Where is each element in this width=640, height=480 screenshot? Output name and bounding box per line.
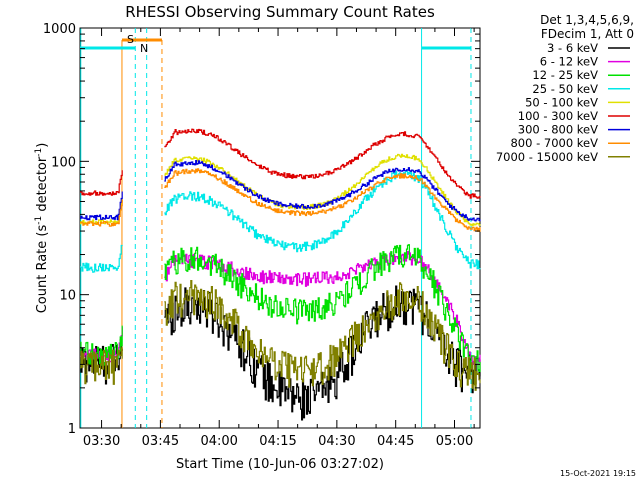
legend-header-2: FDecim 1, Att 0 (541, 27, 634, 41)
y-tick-label: 1000 (43, 22, 76, 37)
legend-label: 7000 - 15000 keV (496, 150, 598, 164)
x-tick-label: 04:45 (377, 434, 414, 449)
series-line-7 (80, 168, 481, 232)
y-label-part1: Count Rate (s (35, 225, 50, 314)
plot-frame (79, 27, 481, 429)
x-tick-label: 04:15 (259, 434, 296, 449)
y-label-part3: ) (35, 143, 50, 148)
legend-label: 50 - 100 keV (525, 95, 598, 109)
series-line-8 (80, 280, 481, 391)
y-label-part2: detector (35, 156, 50, 216)
legend-label: 6 - 12 keV (540, 55, 598, 69)
x-tick-label: 03:45 (142, 434, 179, 449)
saa-label: S (127, 33, 134, 46)
series-line-6 (80, 160, 481, 222)
y-label-sup2: -1 (34, 148, 44, 157)
y-label-sup1: -1 (34, 216, 44, 225)
y-tick-label: 1 (68, 422, 76, 437)
x-tick-label: 03:30 (83, 434, 120, 449)
series-group (80, 128, 481, 421)
legend-label: 3 - 6 keV (547, 41, 598, 55)
x-axis-label: Start Time (10-Jun-06 03:27:02) (176, 457, 384, 472)
legend-label: 300 - 800 keV (518, 123, 598, 137)
series-line-4 (80, 153, 481, 227)
observing-indicators: SN (80, 28, 472, 428)
legend-label: 100 - 300 keV (518, 109, 598, 123)
x-tick-label: 05:00 (436, 434, 473, 449)
night-label: N (140, 42, 148, 55)
y-tick-label: 10 (59, 289, 76, 304)
legend-label: 25 - 50 keV (532, 82, 598, 96)
legend-label: 12 - 25 keV (532, 68, 598, 82)
x-tick-label: 04:30 (318, 434, 355, 449)
y-tick-label: 100 (51, 155, 76, 170)
series-line-5 (80, 128, 481, 199)
timestamp: 15-Oct-2021 19:15 (560, 469, 636, 478)
x-tick-label: 04:00 (200, 434, 237, 449)
chart-title: RHESSI Observing Summary Count Rates (125, 3, 435, 21)
axes-group: 03:30 03:45 04:00 04:15 04:30 04:45 05:00 1 10 10… (43, 22, 480, 449)
y-axis-label: Count Rate (s-1 detector-1) (34, 143, 50, 314)
legend: Det 1,3,4,5,6,9, FDecim 1, Att 0 3 - 6 k… (496, 13, 634, 164)
legend-label: 800 - 7000 keV (510, 136, 598, 150)
series-line-2 (80, 244, 481, 373)
legend-header-1: Det 1,3,4,5,6,9, (540, 13, 634, 27)
